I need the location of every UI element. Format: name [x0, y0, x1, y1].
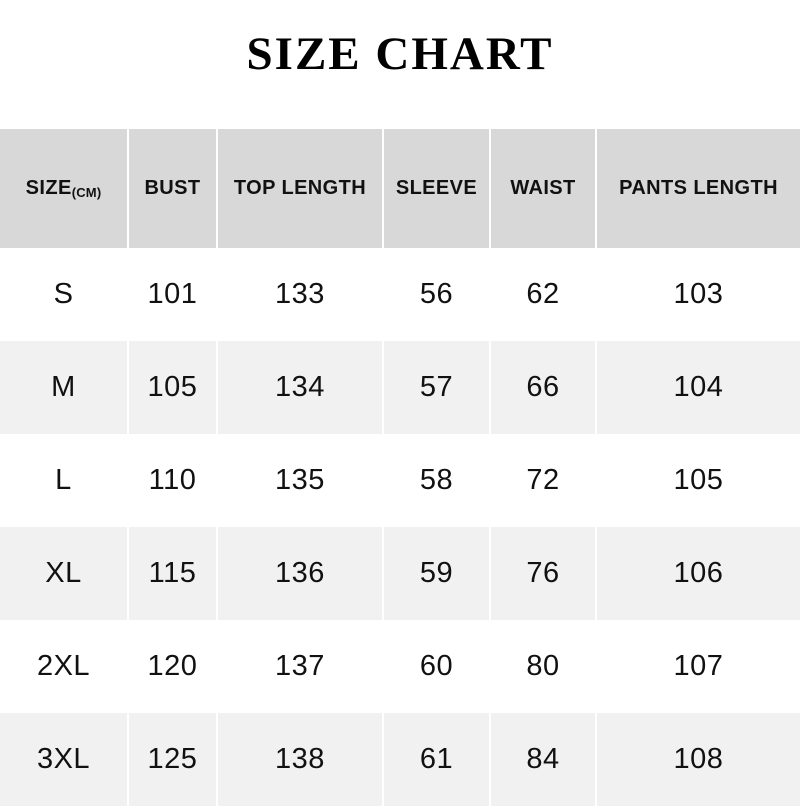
cell-waist: 76 [490, 527, 597, 620]
table-row: XL 115 136 59 76 106 [0, 527, 800, 620]
cell-size: 2XL [0, 620, 129, 713]
cell-bust: 105 [128, 341, 218, 434]
table-row: 2XL 120 137 60 80 107 [0, 620, 800, 713]
cell-size: M [0, 341, 129, 434]
table-row: S 101 133 56 62 103 [0, 248, 800, 341]
cell-waist: 84 [490, 713, 597, 806]
cell-top-length: 138 [217, 713, 384, 806]
table-row: 3XL 125 138 61 84 108 [0, 713, 800, 806]
cell-waist: 62 [490, 248, 597, 341]
cell-pants-length: 105 [596, 434, 800, 527]
cell-size: L [0, 434, 129, 527]
page-title: SIZE CHART [246, 28, 554, 80]
cell-sleeve: 56 [383, 248, 491, 341]
cell-sleeve: 60 [383, 620, 491, 713]
table-row: L 110 135 58 72 105 [0, 434, 800, 527]
cell-top-length: 133 [217, 248, 384, 341]
table-row: M 105 134 57 66 104 [0, 341, 800, 434]
cell-waist: 80 [490, 620, 597, 713]
column-header-sleeve: SLEEVE [383, 129, 491, 248]
cell-size: 3XL [0, 713, 129, 806]
cell-sleeve: 57 [383, 341, 491, 434]
cell-pants-length: 103 [596, 248, 800, 341]
cell-pants-length: 107 [596, 620, 800, 713]
cell-top-length: 136 [217, 527, 384, 620]
cell-bust: 125 [128, 713, 218, 806]
cell-bust: 120 [128, 620, 218, 713]
cell-pants-length: 104 [596, 341, 800, 434]
cell-waist: 66 [490, 341, 597, 434]
cell-bust: 110 [128, 434, 218, 527]
column-header-waist: WAIST [490, 129, 597, 248]
column-header-pants-length: PANTS LENGTH [596, 129, 800, 248]
cell-size: S [0, 248, 129, 341]
size-chart-table: SIZE(CM) BUST TOP LENGTH SLEEVE WAIST PA… [0, 129, 800, 806]
cell-sleeve: 58 [383, 434, 491, 527]
cell-top-length: 135 [217, 434, 384, 527]
column-header-top-length: TOP LENGTH [217, 129, 384, 248]
cell-pants-length: 108 [596, 713, 800, 806]
table-header-row: SIZE(CM) BUST TOP LENGTH SLEEVE WAIST PA… [0, 129, 800, 248]
cell-sleeve: 61 [383, 713, 491, 806]
column-header-size: SIZE(CM) [0, 129, 129, 248]
cell-sleeve: 59 [383, 527, 491, 620]
cell-top-length: 137 [217, 620, 384, 713]
cell-size: XL [0, 527, 129, 620]
column-header-size-label: SIZE [25, 177, 72, 199]
cell-waist: 72 [490, 434, 597, 527]
cell-bust: 101 [128, 248, 218, 341]
cell-pants-length: 106 [596, 527, 800, 620]
cell-top-length: 134 [217, 341, 384, 434]
column-header-bust: BUST [128, 129, 218, 248]
cell-bust: 115 [128, 527, 218, 620]
column-header-size-unit: (CM) [71, 185, 102, 200]
